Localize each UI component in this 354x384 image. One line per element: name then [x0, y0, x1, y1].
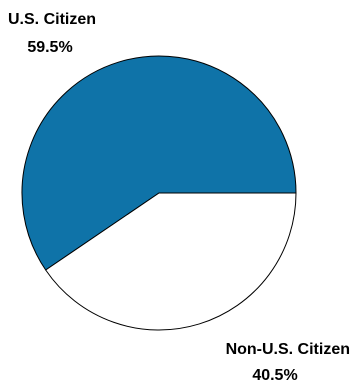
- slice-non-u-s-citizen: [45, 192, 297, 331]
- pie-slices: [21, 55, 297, 331]
- slice-u-s-citizen: [21, 55, 297, 271]
- label-us-citizen: U.S. Citizen: [8, 11, 96, 28]
- value-us-citizen: 59.5%: [27, 39, 72, 56]
- value-non-us-citizen: 40.5%: [252, 367, 297, 384]
- label-non-us-citizen: Non-U.S. Citizen: [226, 341, 350, 358]
